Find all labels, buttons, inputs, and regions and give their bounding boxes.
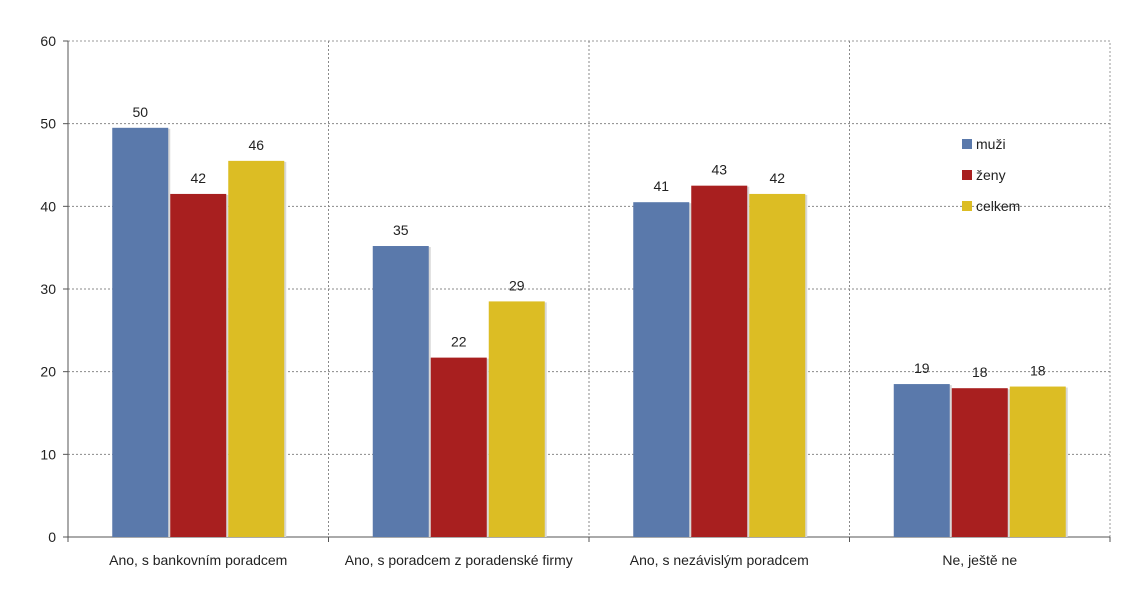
data-label: 22	[451, 334, 467, 350]
bar-celkem-0	[228, 160, 285, 537]
legend-swatch-ženy	[962, 170, 972, 180]
y-tick-label: 60	[40, 33, 56, 49]
y-tick-label: 50	[40, 116, 56, 132]
data-label: 42	[769, 170, 785, 186]
x-category-label: Ano, s nezávislým poradcem	[630, 552, 809, 568]
data-label: 29	[509, 277, 525, 293]
data-label: 42	[190, 170, 206, 186]
data-label: 18	[1030, 363, 1046, 379]
bar-muži-1	[372, 246, 429, 537]
bar-ženy-2	[691, 185, 748, 537]
y-tick-label: 40	[40, 198, 56, 214]
legend-swatch-muži	[962, 139, 972, 149]
x-category-label: Ano, s bankovním poradcem	[109, 552, 287, 568]
bar-muži-3	[893, 384, 950, 537]
data-label: 43	[711, 162, 727, 178]
data-label: 46	[248, 137, 264, 153]
data-label: 50	[132, 104, 148, 120]
bar-celkem-3	[1009, 386, 1066, 537]
bar-celkem-1	[488, 301, 545, 537]
x-category-label: Ano, s poradcem z poradenské firmy	[345, 552, 573, 568]
y-tick-label: 10	[40, 446, 56, 462]
bar-ženy-3	[951, 388, 1008, 537]
bar-ženy-0	[170, 193, 227, 537]
data-label: 19	[914, 360, 930, 376]
legend-label-celkem: celkem	[976, 198, 1020, 214]
legend-swatch-celkem	[962, 201, 972, 211]
legend-label-muži: muži	[976, 136, 1006, 152]
y-tick-label: 0	[48, 529, 56, 545]
bar-muži-0	[112, 127, 169, 538]
data-label: 35	[393, 222, 409, 238]
bar-ženy-1	[430, 357, 487, 537]
data-label: 41	[653, 178, 669, 194]
data-label: 18	[972, 364, 988, 380]
y-tick-label: 30	[40, 281, 56, 297]
bar-muži-2	[633, 202, 690, 537]
x-category-label: Ne, ještě ne	[942, 552, 1017, 568]
bar-celkem-2	[749, 193, 806, 537]
y-tick-label: 20	[40, 364, 56, 380]
legend-label-ženy: ženy	[976, 167, 1006, 183]
